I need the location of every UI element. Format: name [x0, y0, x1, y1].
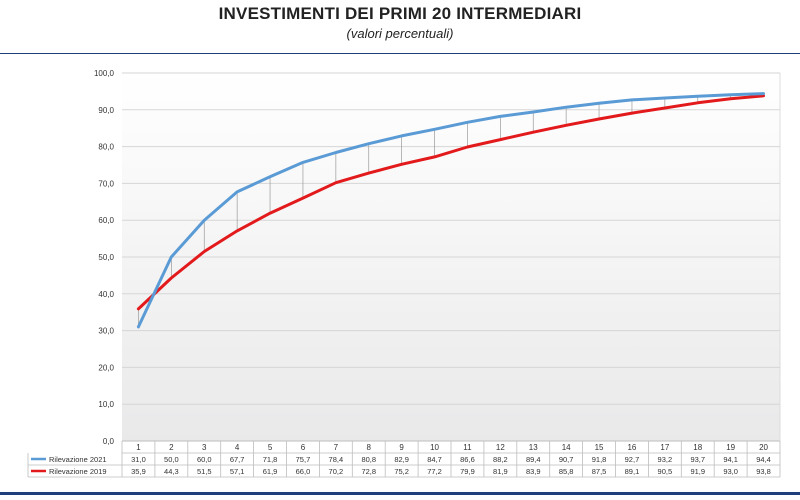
- x-tick-label: 6: [301, 443, 306, 452]
- y-tick-label: 0,0: [103, 437, 115, 446]
- data-label: 93,7: [690, 455, 705, 464]
- data-label: 70,2: [329, 467, 344, 476]
- data-label: 91,9: [690, 467, 705, 476]
- data-label: 90,5: [658, 467, 673, 476]
- data-label: 93,0: [723, 467, 738, 476]
- x-tick-label: 18: [693, 443, 702, 452]
- data-label: 81,9: [493, 467, 508, 476]
- x-tick-label: 5: [268, 443, 273, 452]
- data-label: 94,4: [756, 455, 771, 464]
- x-tick-label: 3: [202, 443, 207, 452]
- data-label: 92,7: [625, 455, 640, 464]
- data-label: 57,1: [230, 467, 245, 476]
- data-label: 67,7: [230, 455, 245, 464]
- y-tick-label: 10,0: [98, 400, 114, 409]
- gridlines: [122, 72, 780, 442]
- data-label: 66,0: [296, 467, 311, 476]
- x-tick-label: 13: [529, 443, 538, 452]
- data-label: 72,8: [361, 467, 376, 476]
- data-label: 86,6: [460, 455, 475, 464]
- series-lines: [136, 92, 765, 329]
- drop-lines: [138, 93, 764, 327]
- data-label: 78,4: [329, 455, 344, 464]
- x-tick-label: 4: [235, 443, 240, 452]
- data-label: 93,8: [756, 467, 771, 476]
- data-label: 88,2: [493, 455, 508, 464]
- data-label: 51,5: [197, 467, 212, 476]
- data-label: 75,7: [296, 455, 311, 464]
- series-line-2021: [136, 92, 765, 329]
- legend-label: Rilevazione 2021: [49, 455, 107, 464]
- y-axis: 0,0 10,0 20,0 30,0 40,0 50,0 60,0 70,0 80,0 90,0 1…: [94, 69, 115, 446]
- data-label: 71,8: [263, 455, 278, 464]
- data-label: 89,1: [625, 467, 640, 476]
- bottom-divider: [0, 492, 800, 495]
- x-tick-label: 12: [496, 443, 505, 452]
- y-tick-label: 50,0: [98, 253, 114, 262]
- data-label: 84,7: [427, 455, 442, 464]
- data-label: 87,5: [592, 467, 607, 476]
- y-tick-label: 90,0: [98, 106, 114, 115]
- x-tick-label: 14: [562, 443, 571, 452]
- data-label: 91,8: [592, 455, 607, 464]
- data-label: 75,2: [394, 467, 409, 476]
- chart-title: INVESTIMENTI DEI PRIMI 20 INTERMEDIARI: [218, 4, 582, 23]
- series-line-2019: [136, 94, 765, 311]
- data-label: 93,2: [658, 455, 673, 464]
- x-tick-label: 16: [627, 443, 636, 452]
- y-tick-label: 80,0: [98, 143, 114, 152]
- x-tick-label: 20: [759, 443, 768, 452]
- data-label: 31,0: [131, 455, 146, 464]
- data-label: 44,3: [164, 467, 179, 476]
- x-tick-label: 19: [726, 443, 735, 452]
- data-label: 89,4: [526, 455, 541, 464]
- x-tick-label: 7: [334, 443, 339, 452]
- top-divider: [0, 53, 800, 54]
- data-label: 83,9: [526, 467, 541, 476]
- y-tick-label: 70,0: [98, 179, 114, 188]
- data-label: 77,2: [427, 467, 442, 476]
- x-tick-label: 9: [399, 443, 404, 452]
- x-tick-label: 1: [136, 443, 141, 452]
- y-tick-label: 40,0: [98, 290, 114, 299]
- y-tick-label: 60,0: [98, 216, 114, 225]
- x-tick-label: 11: [463, 443, 472, 452]
- legend-label: Rilevazione 2019: [49, 467, 107, 476]
- chart-subtitle: (valori percentuali): [346, 26, 454, 41]
- data-label: 79,9: [460, 467, 475, 476]
- data-label: 35,9: [131, 467, 146, 476]
- data-label: 82,9: [394, 455, 409, 464]
- data-label: 50,0: [164, 455, 179, 464]
- data-label: 80,8: [361, 455, 376, 464]
- data-label: 61,9: [263, 467, 278, 476]
- data-label: 85,8: [559, 467, 574, 476]
- x-tick-label: 10: [430, 443, 439, 452]
- data-label: 60,0: [197, 455, 212, 464]
- y-tick-label: 30,0: [98, 327, 114, 336]
- x-tick-label: 15: [595, 443, 604, 452]
- x-tick-label: 2: [169, 443, 174, 452]
- data-label: 94,1: [723, 455, 738, 464]
- data-table: 1 2 3 4 5 6 7 8 9 10 11 12 13 14 15 16 17 18 19 20Rilevazio…: [27, 73, 781, 478]
- x-tick-label: 17: [660, 443, 669, 452]
- y-tick-label: 20,0: [98, 363, 114, 372]
- x-tick-label: 8: [367, 443, 372, 452]
- y-tick-label: 100,0: [94, 69, 115, 78]
- data-label: 90,7: [559, 455, 574, 464]
